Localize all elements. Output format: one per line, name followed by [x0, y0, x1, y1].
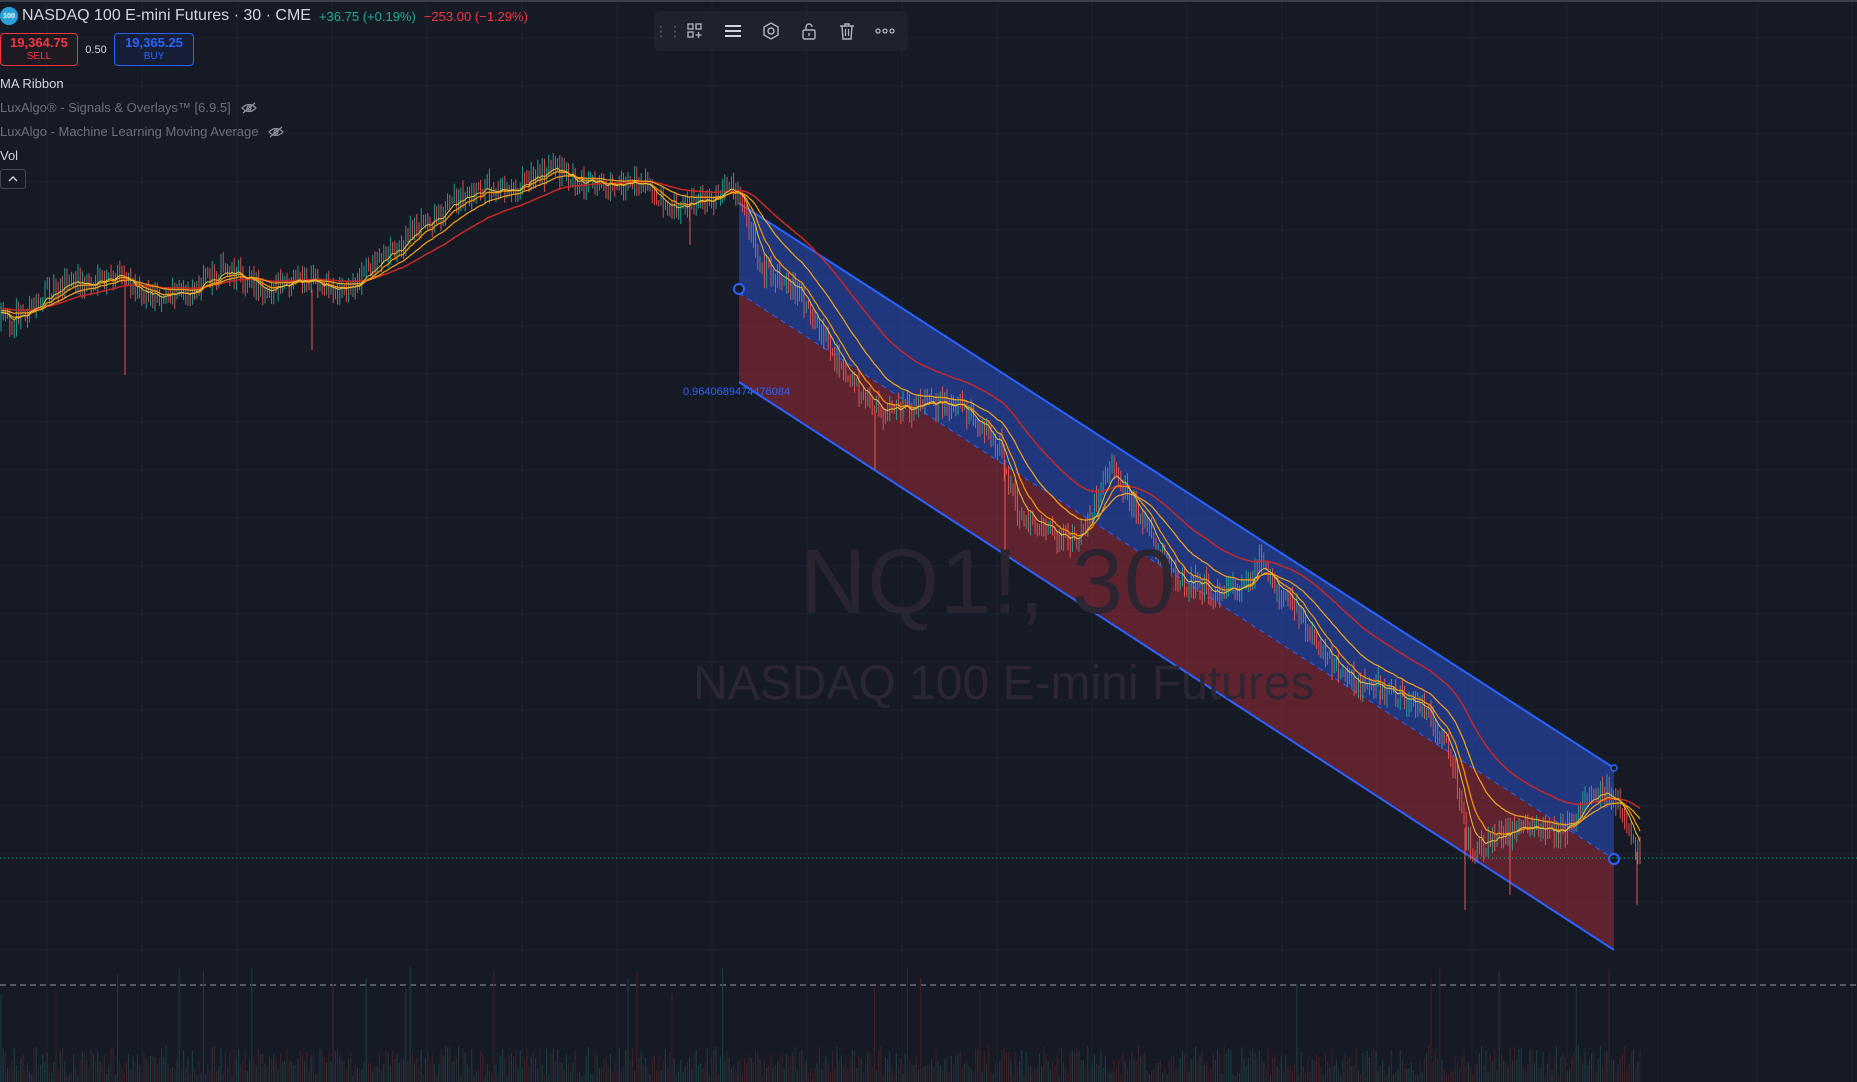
- watermark-name: NASDAQ 100 E-mini Futures: [693, 657, 1315, 710]
- indicator-ma-ribbon[interactable]: MA Ribbon: [0, 76, 64, 91]
- channel-lower-fill: [739, 293, 1614, 950]
- sell-price: 19,364.75: [10, 34, 68, 50]
- eye-hidden-icon[interactable]: [268, 126, 285, 138]
- channel-top-line: [738, 202, 1615, 769]
- trade-buttons: 19,364.75 SELL 0.50 19,365.25 BUY: [0, 33, 194, 66]
- channel-handle-left[interactable]: [733, 283, 745, 295]
- change-positive: +36.75 (+0.19%): [318, 8, 416, 24]
- symbol-logo: 100: [0, 7, 18, 25]
- drawing-toolbar: ⋮⋮: [654, 11, 908, 51]
- line-style-icon: [725, 25, 741, 37]
- indicator-vol[interactable]: Vol: [0, 148, 18, 163]
- channel-bottom-line: [738, 381, 1615, 951]
- delete-button[interactable]: [828, 15, 866, 47]
- indicator-label: LuxAlgo® - Signals & Overlays™ [6.9.5]: [0, 100, 231, 115]
- channel-handle-top[interactable]: [1610, 764, 1618, 772]
- volume-bars: [0, 966, 1641, 1082]
- ma-red-line: [1, 181, 1641, 809]
- ma-orange-line: [0, 170, 1641, 836]
- ma-yellow-line: [0, 167, 1641, 845]
- sell-label: SELL: [26, 50, 52, 62]
- chevron-up-icon: [8, 176, 18, 182]
- indicator-luxalgo-mlma[interactable]: LuxAlgo - Machine Learning Moving Averag…: [0, 124, 285, 139]
- spread-value: 0.50: [85, 43, 107, 56]
- change-negative: −253.00 (−1.29%): [423, 8, 528, 24]
- more-icon: [875, 28, 895, 34]
- symbol-title[interactable]: NASDAQ 100 E-mini Futures · 30 · CME: [22, 7, 311, 24]
- buy-button[interactable]: 19,365.25 BUY: [114, 33, 194, 66]
- lock-button[interactable]: [790, 15, 828, 47]
- settings-icon: [763, 22, 779, 40]
- channel-mid-line: [738, 292, 1615, 860]
- indicator-label: MA Ribbon: [0, 76, 64, 91]
- watermark-symbol: NQ1!, 30: [800, 531, 1177, 633]
- buy-label: BUY: [143, 50, 165, 62]
- trash-icon: [840, 23, 854, 40]
- more-button[interactable]: [866, 15, 904, 47]
- ma-orange-slow-line: [0, 175, 1641, 826]
- collapse-legend-button[interactable]: [0, 169, 26, 189]
- indicator-label: Vol: [0, 148, 19, 163]
- sell-button[interactable]: 19,364.75 SELL: [0, 33, 78, 66]
- indicator-label: LuxAlgo - Machine Learning Moving Averag…: [0, 124, 259, 139]
- indicator-luxalgo-signals[interactable]: LuxAlgo® - Signals & Overlays™ [6.9.5]: [0, 100, 257, 115]
- drag-grip-icon[interactable]: ⋮⋮: [654, 22, 682, 39]
- channel-handle-right[interactable]: [1608, 853, 1620, 865]
- add-template-button[interactable]: [676, 15, 714, 47]
- symbol-header[interactable]: 100 NASDAQ 100 E-mini Futures · 30 · CME…: [0, 6, 528, 26]
- settings-button[interactable]: [752, 15, 790, 47]
- buy-price: 19,365.25: [125, 34, 183, 50]
- channel-upper-fill: [739, 203, 1614, 859]
- eye-hidden-icon[interactable]: [240, 102, 257, 114]
- lock-icon: [802, 23, 816, 40]
- line-style-button[interactable]: [714, 15, 752, 47]
- channel-value-label: 0.9640689474476084: [683, 386, 791, 398]
- add-template-icon: [687, 23, 702, 38]
